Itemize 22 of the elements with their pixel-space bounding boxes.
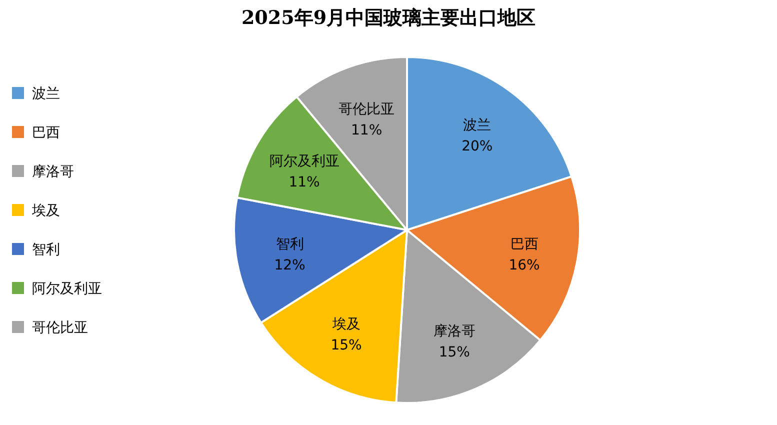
chart-title: 2025年9月中国玻璃主要出口地区 <box>241 7 536 29</box>
slice-label: 哥伦比亚 <box>338 102 395 118</box>
data-label: 11% <box>351 122 382 139</box>
slice-label: 巴西 <box>510 236 538 252</box>
legend-label: 摩洛哥 <box>32 164 74 180</box>
legend-label: 阿尔及利亚 <box>32 281 102 297</box>
slice-label: 智利 <box>276 236 304 252</box>
data-label: 16% <box>508 257 540 274</box>
data-label: 15% <box>438 344 470 361</box>
data-label: 11% <box>288 174 320 190</box>
slice-label: 埃及 <box>331 316 360 333</box>
slice-label: 摩洛哥 <box>433 324 476 340</box>
legend-label: 巴西 <box>32 125 60 141</box>
slice-label: 阿尔及利亚 <box>269 153 340 170</box>
legend-label: 波兰 <box>32 86 60 102</box>
data-label: 20% <box>462 138 493 154</box>
slice-label: 波兰 <box>463 117 492 134</box>
legend-label: 智利 <box>32 242 60 258</box>
legend-label: 哥伦比亚 <box>32 320 88 336</box>
legend-label: 埃及 <box>31 203 60 219</box>
data-label: 12% <box>274 257 306 274</box>
data-label: 15% <box>330 338 362 354</box>
